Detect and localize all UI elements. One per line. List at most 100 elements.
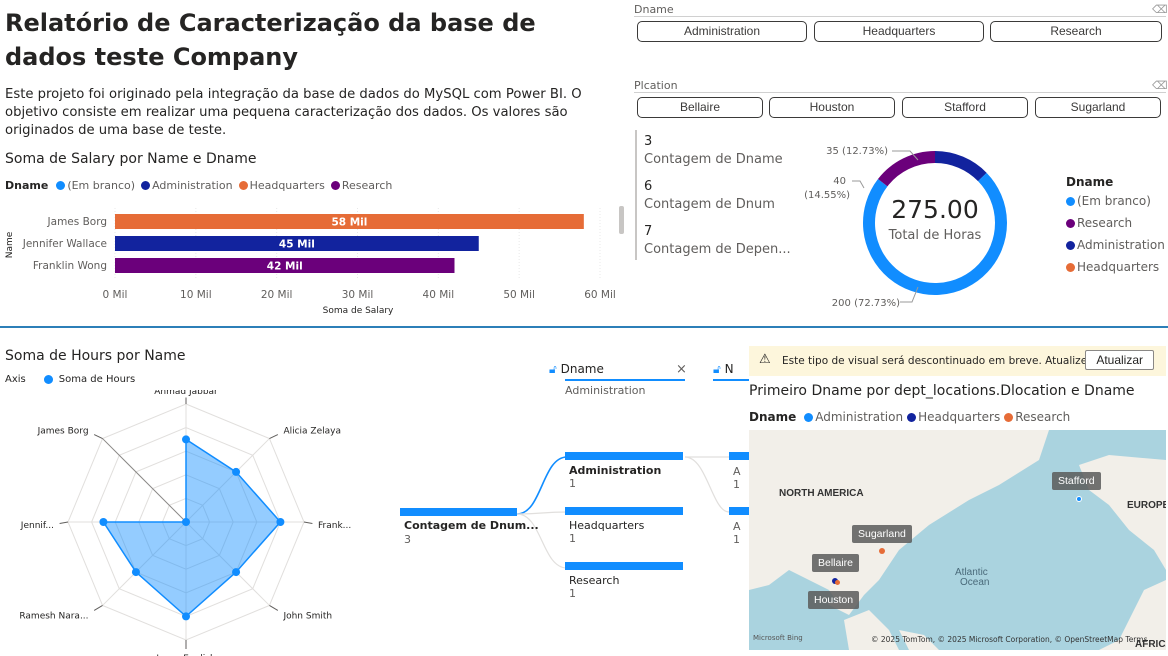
- radar-point[interactable]: [182, 435, 190, 444]
- legend-items: (Em branco) Administration Headquarters Res…: [56, 179, 392, 192]
- close-icon[interactable]: ×: [676, 362, 687, 377]
- data-label: 42 Mil: [267, 261, 303, 273]
- radar-tick: [93, 434, 103, 440]
- report-title: Relatório de Caracterização da base de d…: [5, 9, 536, 71]
- card-row: 7 Contagem de Depen...: [644, 224, 791, 257]
- radar-point[interactable]: [182, 518, 190, 526]
- tree-node-bar[interactable]: [565, 452, 683, 460]
- map-point[interactable]: [879, 548, 885, 554]
- legend-item[interactable]: Administration: [141, 179, 233, 192]
- map-label-stafford[interactable]: Stafford: [1052, 472, 1101, 490]
- legend-item[interactable]: (Em branco): [56, 179, 135, 192]
- radar-spoke: [185, 521, 270, 606]
- legend-dot: [1066, 218, 1075, 228]
- map-point[interactable]: [1076, 496, 1082, 502]
- update-button[interactable]: Atualizar: [1085, 350, 1154, 370]
- tree-node-value: 1: [569, 532, 576, 545]
- tree-node-label: Research: [569, 574, 620, 587]
- y-tick-label: Jennifer Wallace: [22, 238, 107, 250]
- radar-tick: [303, 521, 313, 524]
- slicer-option-headquarters[interactable]: Headquarters: [814, 21, 984, 42]
- bar-chart-title: Soma de Salary por Name e Dname: [5, 151, 257, 167]
- radar-legend: Axis Soma de Hours: [5, 374, 135, 385]
- bar[interactable]: [115, 214, 584, 229]
- donut-data-label: 35 (12.73%): [826, 146, 888, 157]
- bar[interactable]: [115, 258, 455, 273]
- legend-item[interactable]: Research: [1066, 216, 1165, 230]
- map-region-label: NORTH AMERICA: [779, 488, 864, 499]
- radar-point[interactable]: [232, 467, 241, 476]
- filter-underline: [713, 379, 749, 381]
- map-point[interactable]: [835, 580, 840, 585]
- slicer-option-administration[interactable]: Administration: [637, 21, 807, 42]
- legend-item[interactable]: Headquarters: [238, 179, 325, 192]
- donut-slice[interactable]: [863, 172, 1007, 295]
- radar-point[interactable]: [99, 518, 108, 526]
- data-label: 45 Mil: [279, 239, 315, 251]
- tree-node-value: 1: [569, 477, 576, 490]
- slicer-option-research[interactable]: Research: [990, 21, 1162, 42]
- tree-node-bar[interactable]: [565, 507, 683, 515]
- slicer-option-bellaire[interactable]: Bellaire: [637, 97, 763, 118]
- legend-item[interactable]: Administration: [1066, 238, 1165, 252]
- legend-item[interactable]: Research: [1004, 410, 1070, 424]
- radar-category-label: Ahmad Jabbar: [154, 390, 218, 397]
- radar-category-label: Frank...: [318, 521, 351, 531]
- slicer-option-sugarland[interactable]: Sugarland: [1035, 97, 1161, 118]
- warning-text: Este tipo de visual será descontinuado e…: [782, 355, 1098, 367]
- legend-item[interactable]: (Em branco): [1066, 194, 1165, 208]
- donut-legend-title: Dname: [1066, 175, 1114, 189]
- radar-tick: [269, 605, 279, 611]
- legend-label: Research: [341, 179, 393, 192]
- map[interactable]: NORTH AMERICA EUROPE Atlantic Ocean AFRI…: [749, 430, 1166, 650]
- map-label-houston[interactable]: Houston: [808, 591, 860, 609]
- legend-dot: [43, 375, 53, 384]
- radar-point[interactable]: [232, 568, 241, 577]
- card-label: Contagem de Dname: [644, 152, 783, 167]
- eraser-icon[interactable]: ⌫: [1152, 79, 1168, 92]
- lock-icon: 🔓︎: [549, 362, 557, 376]
- filter-value: Administration: [565, 384, 646, 397]
- map-brand: Microsoft Bing: [753, 634, 803, 642]
- radar-category-label: Alicia Zelaya: [283, 427, 341, 437]
- tree-node-bar[interactable]: [565, 562, 683, 570]
- radar-spoke: [185, 438, 270, 523]
- legend-item[interactable]: Headquarters: [1066, 260, 1165, 274]
- filter-chip-dname[interactable]: 🔓︎ Dname: [549, 362, 604, 377]
- tree-next-bar[interactable]: [729, 452, 749, 460]
- radar-category-label: Joyce English: [155, 654, 215, 656]
- donut-data-label: 40: [833, 176, 846, 187]
- donut-slice[interactable]: [877, 151, 936, 187]
- donut-slice[interactable]: [934, 151, 987, 182]
- data-label: 58 Mil: [331, 217, 367, 229]
- map-ocean-label: Ocean: [960, 577, 990, 588]
- legend-item[interactable]: Headquarters: [907, 410, 1000, 424]
- legend-dot: [330, 181, 340, 190]
- tree-node-value: 1: [569, 587, 576, 600]
- legend-label: (Em branco): [67, 179, 136, 192]
- legend-title: Dname: [5, 179, 49, 192]
- legend-dot: [1004, 412, 1014, 422]
- legend-item[interactable]: Research: [330, 179, 393, 192]
- map-label-sugarland[interactable]: Sugarland: [852, 525, 912, 543]
- legend-dot: [1066, 262, 1075, 272]
- x-tick-label: 50 Mil: [503, 289, 535, 301]
- radar-category-label: Ramesh Nara...: [19, 611, 88, 621]
- eraser-icon[interactable]: ⌫: [1152, 3, 1168, 16]
- scrollbar[interactable]: [619, 206, 624, 234]
- slicer-option-stafford[interactable]: Stafford: [902, 97, 1028, 118]
- radar-point[interactable]: [182, 612, 190, 621]
- filter-chip-next[interactable]: 🔓︎ N: [713, 362, 734, 377]
- map-attribution[interactable]: © 2025 TomTom, © 2025 Microsoft Corporat…: [871, 635, 1148, 644]
- radar-point[interactable]: [276, 518, 285, 526]
- map-region-label: AFRICA: [1135, 639, 1166, 650]
- tree-next-bar[interactable]: [729, 507, 749, 515]
- legend-item[interactable]: Administration: [804, 410, 903, 424]
- tree-node-label: Administration: [569, 464, 662, 477]
- card-label: Contagem de Depen...: [644, 242, 791, 257]
- bar[interactable]: [115, 236, 479, 251]
- radar-point[interactable]: [131, 568, 140, 577]
- slicer-option-houston[interactable]: Houston: [769, 97, 895, 118]
- tree-root-bar[interactable]: [400, 508, 517, 516]
- map-label-bellaire[interactable]: Bellaire: [812, 554, 860, 572]
